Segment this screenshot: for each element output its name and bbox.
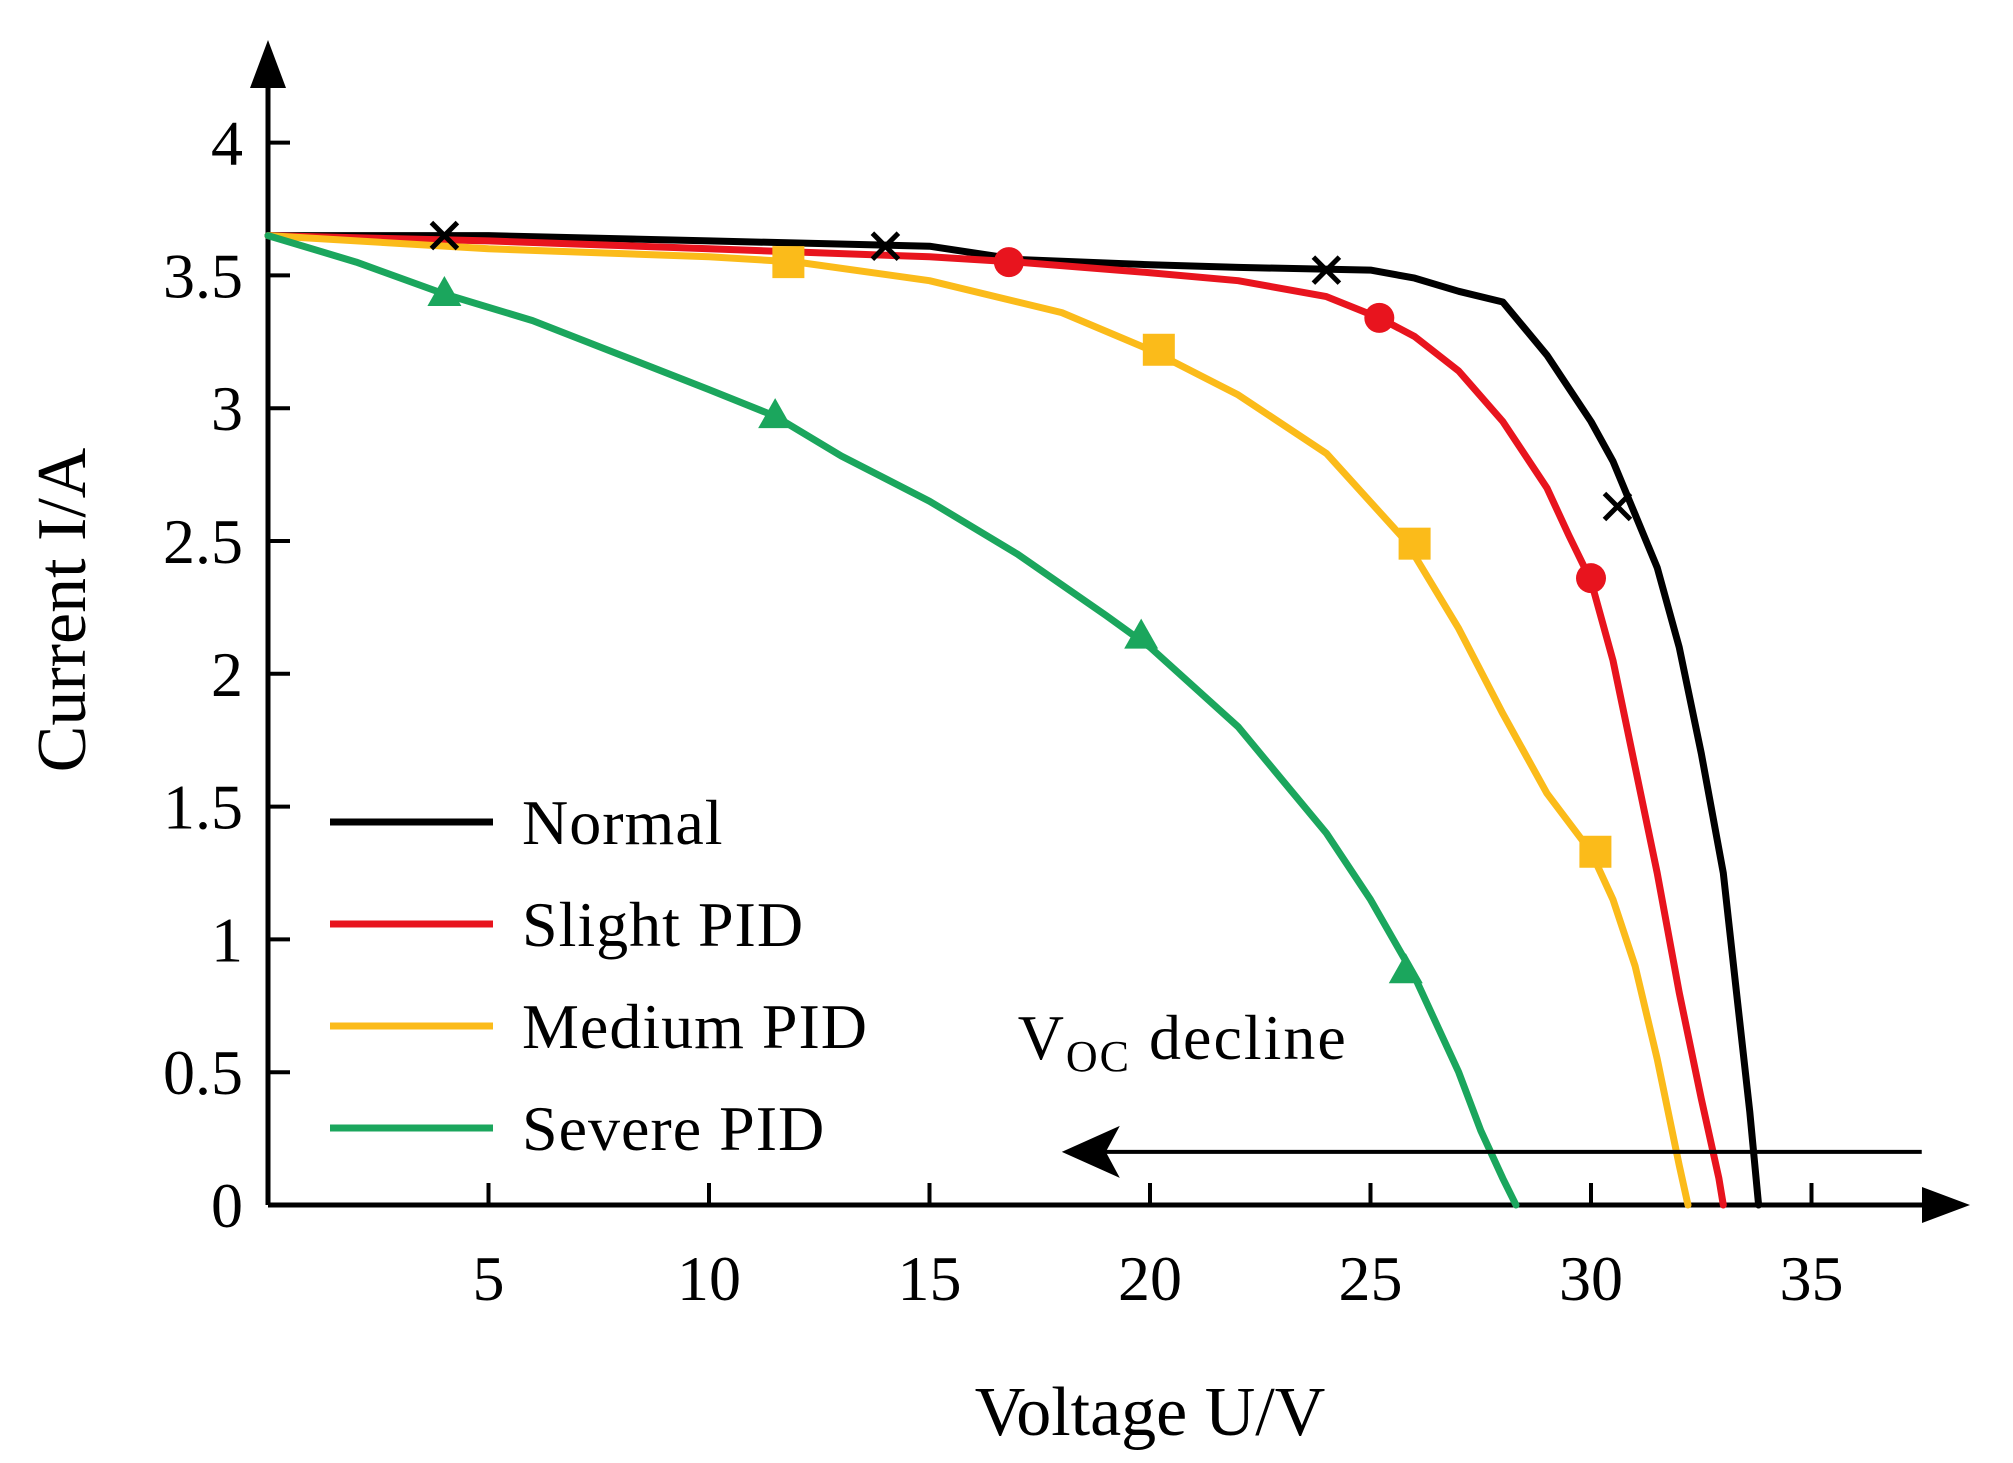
marker-medium-pid: [1579, 835, 1612, 868]
y-tick-label: 0.5: [163, 1037, 243, 1108]
legend-label-normal: Normal: [522, 787, 724, 858]
series-line-normal: [264, 232, 1763, 1209]
marker-severe-pid: [758, 398, 793, 429]
y-tick-label: 2.5: [163, 506, 243, 577]
y-axis-arrowhead: [250, 40, 286, 88]
marker-slight-pid: [1576, 563, 1606, 594]
marker-severe-pid: [1388, 953, 1423, 984]
plot-axes: [250, 40, 1970, 1223]
x-tick-label: 25: [1339, 1243, 1403, 1314]
marker-normal-stroke: [1602, 491, 1633, 522]
legend-label-severe-pid: Severe PID: [522, 1093, 825, 1164]
marker-normal: [1311, 255, 1342, 285]
marker-normal-stroke: [1311, 255, 1342, 285]
series-line-severe-pid: [264, 232, 1520, 1209]
voc-decline-rest: decline: [1131, 1002, 1348, 1073]
y-tick-label: 4: [211, 108, 243, 179]
marker-slight-pid: [993, 247, 1024, 278]
x-tick-label: 5: [473, 1243, 505, 1314]
markers-layer: [427, 220, 1633, 984]
axis-ticks: 5 10 15 20 25 30 35 0 0.5 1 1.5 2 2.5 3 3.5 4: [163, 108, 1844, 1314]
y-tick-label: 2: [211, 639, 243, 710]
marker-normal-stroke: [870, 231, 901, 261]
marker-medium-pid: [772, 246, 805, 279]
marker-normal-stroke: [429, 220, 460, 251]
marker-medium-pid: [1142, 333, 1175, 366]
legend: Normal Slight PID Medium PID Severe PID: [330, 787, 868, 1164]
x-tick-label: 35: [1780, 1243, 1844, 1314]
y-tick-label: 1: [211, 904, 243, 975]
x-tick-label: 30: [1559, 1243, 1623, 1314]
y-tick-label: 0: [211, 1170, 243, 1241]
legend-label-medium-pid: Medium PID: [522, 991, 868, 1062]
voc-decline-v: V: [1018, 1002, 1066, 1073]
voc-decline-subscript: OC: [1066, 1032, 1131, 1081]
y-axis-title: Current I/A: [24, 447, 101, 772]
marker-normal: [429, 220, 460, 251]
y-tick-label: 3.5: [163, 240, 243, 311]
x-tick-label: 20: [1118, 1243, 1182, 1314]
series-layer: [264, 232, 1763, 1209]
marker-normal: [870, 231, 901, 261]
marker-slight-pid: [1364, 302, 1395, 333]
marker-normal: [1602, 491, 1633, 522]
legend-label-slight-pid: Slight PID: [522, 889, 804, 960]
marker-severe-pid: [1124, 618, 1159, 649]
x-tick-label: 10: [677, 1243, 741, 1314]
voc-decline-arrowhead: [1061, 1125, 1120, 1178]
x-axis-arrowhead: [1922, 1187, 1970, 1223]
x-axis-title: Voltage U/V: [975, 1374, 1326, 1451]
x-tick-label: 15: [898, 1243, 962, 1314]
marker-medium-pid: [1398, 527, 1431, 560]
y-tick-label: 3: [211, 373, 243, 444]
series-line-slight-pid: [264, 232, 1727, 1209]
series-line-medium-pid: [264, 232, 1692, 1209]
voc-decline-annotation: VOC decline: [1018, 1002, 1922, 1178]
y-tick-label: 1.5: [163, 772, 243, 843]
marker-severe-pid: [427, 275, 462, 306]
voc-decline-label: VOC decline: [1018, 1002, 1348, 1081]
